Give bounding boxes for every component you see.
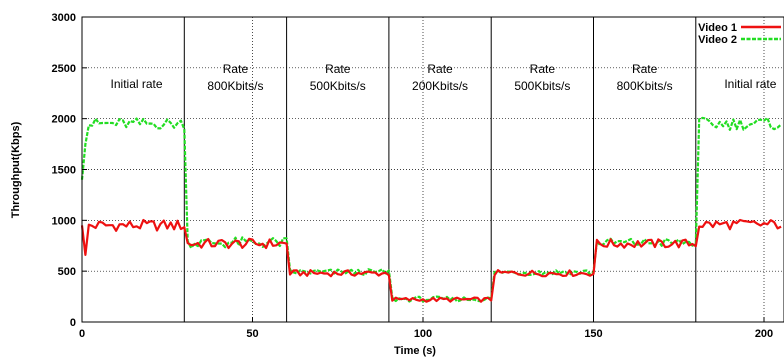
data-series [80,116,782,303]
series-line-video-2 [80,116,782,303]
series-line-video-1 [80,218,782,303]
x-tick-label: 0 [79,328,85,340]
phase-label: Initial rate [724,77,776,91]
phase-label: 200Kbits/s [412,79,468,93]
phase-label: 800Kbits/s [617,79,673,93]
phase-label: 800Kbits/s [207,79,263,93]
phase-label: Initial rate [111,77,163,91]
y-tick-label: 500 [58,266,76,278]
phase-label: Rate [427,62,453,76]
x-tick-label: 200 [755,328,773,340]
y-tick-label: 0 [70,317,76,329]
phase-label: 500Kbits/s [514,79,570,93]
x-tick-label: 150 [584,328,602,340]
x-tick-label: 100 [414,328,432,340]
phase-label: Rate [530,62,556,76]
axis-ticks: 0 500 1000 1500 2000 2500 3000 0 50 100 150 200 [52,12,774,340]
grid-lines [82,17,784,322]
x-tick-label: 50 [246,328,258,340]
phase-label: 500Kbits/s [310,79,366,93]
legend-label: Video 2 [698,34,737,46]
y-tick-label: 2000 [52,114,76,126]
y-tick-label: 1500 [52,165,76,177]
phase-labels: Initial rate Rate 800Kbits/s Rate 500Kbits/s… [111,62,777,93]
y-tick-label: 1000 [52,215,76,227]
x-axis-label: Time (s) [394,345,436,357]
y-tick-label: 2500 [52,63,76,75]
legend-label: Video 1 [698,22,737,34]
y-tick-label: 3000 [52,12,76,24]
phase-label: Rate [325,62,351,76]
y-axis-label: Throughput(Kbps) [10,121,22,218]
phase-label: Rate [632,62,658,76]
phase-label: Rate [223,62,249,76]
